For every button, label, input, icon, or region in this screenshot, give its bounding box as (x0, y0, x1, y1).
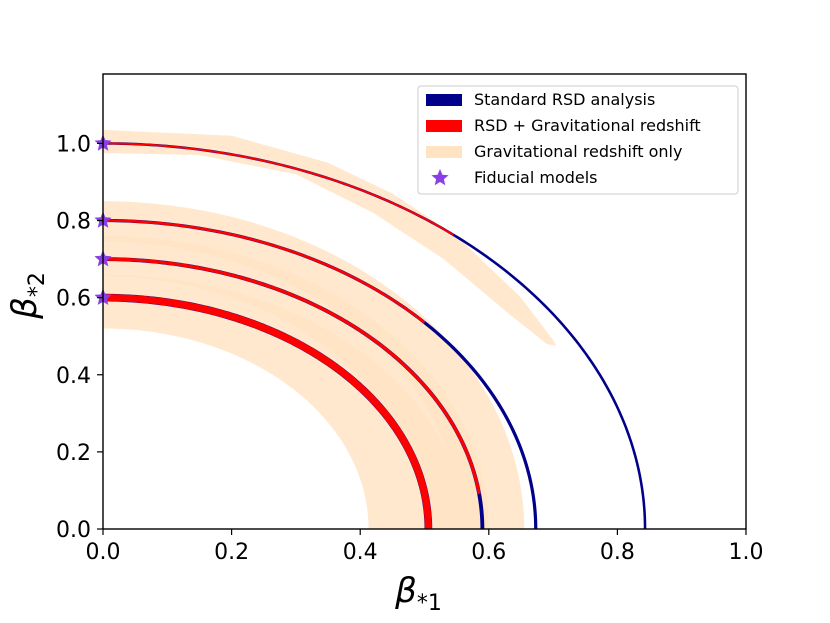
combined-contour-3 (103, 257, 481, 495)
x-tick-label: 0.4 (343, 540, 378, 565)
y-tick-label: 1.0 (56, 132, 91, 157)
axes-frame (102, 73, 747, 530)
x-tick-label: 0.2 (214, 540, 249, 565)
legend-label: Gravitational redshift only (474, 142, 682, 161)
y-tick-label: 0.4 (56, 364, 91, 389)
x-tick-label: 0.0 (86, 540, 121, 565)
combined-contour-2 (103, 219, 426, 324)
legend-label: RSD + Gravitational redshift (474, 116, 701, 135)
legend-swatch (426, 120, 462, 132)
x-axis-label: β*1 (394, 571, 442, 616)
y-tick-label: 0.2 (56, 441, 91, 466)
y-tick-label: 0.0 (56, 518, 91, 543)
grav-redshift-band-4 (103, 274, 464, 529)
x-tick-label: 0.6 (471, 540, 506, 565)
combined-contour-4 (103, 294, 432, 529)
legend-box (417, 85, 739, 195)
x-tick-label: 0.8 (600, 540, 635, 565)
x-tick-label: 1.0 (729, 540, 764, 565)
y-axis-label: β*2 (5, 272, 50, 320)
y-tick-label: 0.6 (56, 287, 91, 312)
y-tick-label: 0.8 (56, 210, 91, 235)
legend-label: Fiducial models (474, 168, 598, 187)
combined-contour-1 (103, 142, 454, 236)
legend-label: Standard RSD analysis (474, 90, 655, 109)
legend: Standard RSD analysis RSD + Gravitational… (417, 85, 739, 195)
grav-redshift-band-1 (103, 129, 557, 346)
legend-swatch (426, 94, 462, 106)
plot-area (94, 129, 647, 529)
legend-swatch (426, 146, 462, 158)
legend-star-icon (431, 169, 449, 186)
axis-ticks: 0.0 0.2 0.4 0.6 0.8 1.0 0.0 0.2 0.4 0.6 0.8 1.0 (56, 132, 764, 565)
